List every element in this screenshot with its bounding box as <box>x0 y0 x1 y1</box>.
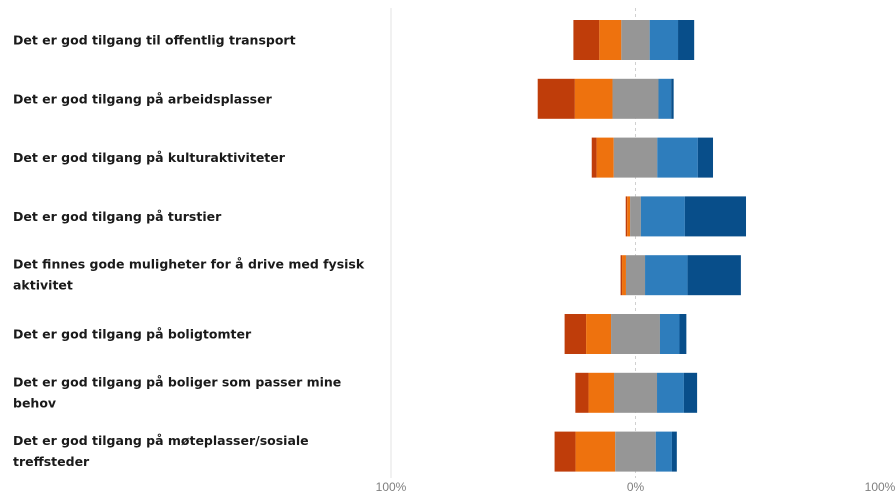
bar-segment <box>659 314 680 354</box>
bar-segment <box>645 255 688 296</box>
category-label: Det er god tilgang på møteplasser/sosial… <box>13 433 309 469</box>
bar-segment <box>611 314 660 354</box>
bar-segment <box>625 255 646 296</box>
x-tick-label: 100% <box>376 480 407 494</box>
bar-segment <box>622 255 626 296</box>
bar-segment <box>621 20 650 60</box>
bar-segment <box>684 196 747 237</box>
bar-segment <box>657 137 698 178</box>
bar-segment <box>554 431 576 472</box>
bar-segment <box>613 137 658 178</box>
bar-segment <box>588 372 614 413</box>
x-tick-label: 100% <box>865 480 896 494</box>
bar-segment <box>537 78 575 119</box>
bar-segment <box>687 255 741 296</box>
bar-segment <box>627 196 631 237</box>
bar-segment <box>683 372 698 413</box>
bar-segment <box>657 372 684 413</box>
bar-segment <box>630 196 641 237</box>
category-label: Det er god tilgang på boliger som passer… <box>13 374 341 410</box>
bar-segment <box>649 20 679 60</box>
category-label: Det er god tilgang på turstier <box>13 209 222 224</box>
bar-segment <box>574 78 613 119</box>
bar-segment <box>658 78 672 119</box>
bar-segment <box>596 137 614 178</box>
bar-segment <box>564 314 587 354</box>
bar-segment <box>575 372 589 413</box>
bar-segment <box>671 431 677 472</box>
bar-segment <box>671 78 674 119</box>
bar-segment <box>678 20 695 60</box>
bar-segment <box>655 431 672 472</box>
bar-segment <box>640 196 685 237</box>
bar-segment <box>573 20 600 60</box>
category-label: Det er god tilgang på kulturaktiviteter <box>13 150 286 165</box>
bar-segment <box>615 431 656 472</box>
bar-segment <box>679 314 687 354</box>
bar-segment <box>599 20 622 60</box>
bar-segment <box>591 137 597 178</box>
bar-segment <box>586 314 612 354</box>
bar-segment <box>697 137 714 178</box>
bar-segment <box>612 78 659 119</box>
bar-segment <box>575 431 616 472</box>
bar-segment <box>625 196 628 237</box>
category-label: Det er god tilgang på arbeidsplasser <box>13 91 273 106</box>
category-label: Det er god tilgang på boligtomter <box>13 327 252 342</box>
category-label: Det finnes gode muligheter for å drive m… <box>13 257 365 293</box>
category-label: Det er god tilgang til offentlig transpo… <box>13 33 296 48</box>
bar-segment <box>613 372 658 413</box>
x-tick-label: 0% <box>627 480 645 494</box>
bar-segment <box>620 255 623 296</box>
